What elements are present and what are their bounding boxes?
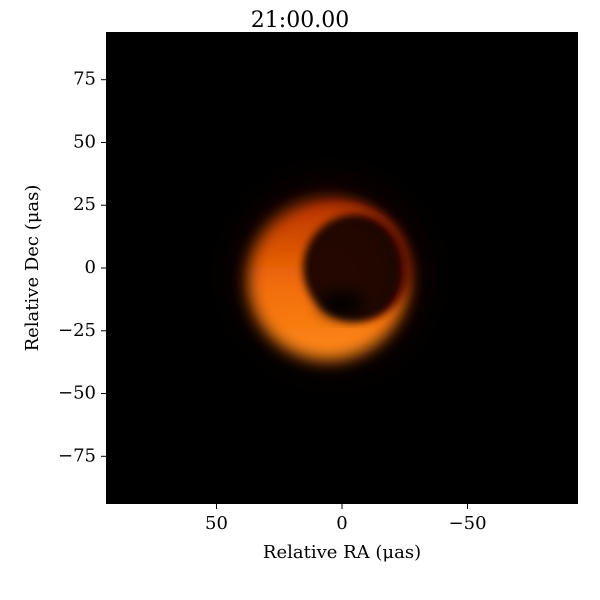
y-axis-label: Relative Dec (μas) [22, 185, 43, 352]
y-tick-label: 25 [73, 194, 96, 215]
y-tick-label: 50 [73, 131, 96, 152]
x-axis-label: Relative RA (μas) [263, 542, 421, 563]
y-tick-label: −25 [58, 320, 96, 341]
image [106, 32, 578, 504]
y-tick-label: 75 [73, 69, 96, 90]
x-tick-label: 50 [205, 513, 228, 534]
x-tick-label: −50 [449, 513, 487, 534]
y-tick-label: −75 [58, 445, 96, 466]
y-tick-label: −50 [58, 383, 96, 404]
chart-title: 21:00.00 [251, 8, 349, 33]
y-tick-label: 0 [85, 257, 96, 278]
x-tick-label: 0 [336, 513, 347, 534]
